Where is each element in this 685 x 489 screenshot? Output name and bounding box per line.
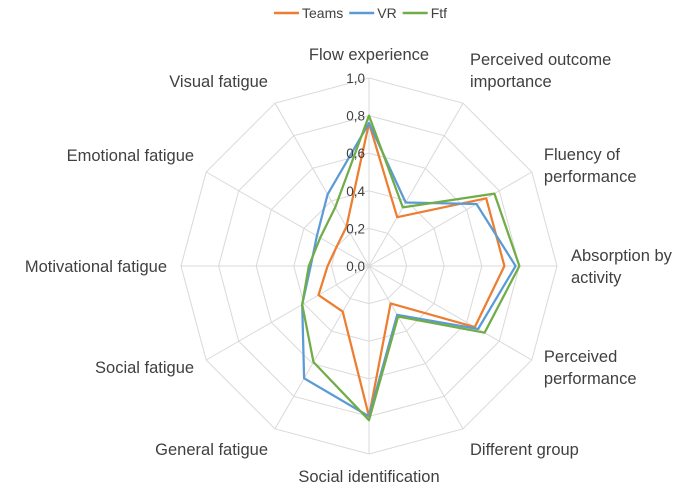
axis-labels: Flow experience Perceived outcome importan…	[25, 46, 673, 486]
axis-label: Flow experience	[309, 46, 429, 64]
tick-label: 0,8	[346, 109, 365, 124]
axis-label: General fatigue	[155, 441, 268, 459]
axis-label: Fluency of performance	[544, 146, 637, 186]
tick-label: 0,2	[346, 221, 365, 236]
axis-label: Different group	[470, 441, 579, 459]
axis-label: Social identification	[298, 468, 439, 486]
axis-label: Motivational fatigue	[25, 258, 167, 276]
axis-label: Perceived performance	[544, 348, 637, 388]
axis-label: Social fatigue	[95, 359, 194, 377]
grid-spoke	[368, 265, 533, 361]
axis-label: Emotional fatigue	[67, 147, 195, 165]
legend-label: Teams	[302, 5, 343, 21]
grid-spoke	[368, 102, 464, 267]
legend: Teams VR Ftf	[274, 5, 447, 21]
grid-spoke	[205, 171, 370, 267]
grid-spoke	[274, 265, 370, 430]
grid-spoke	[274, 102, 370, 267]
series-layer	[301, 114, 521, 422]
tick-label: 0,4	[346, 184, 365, 199]
series-line-ftf	[301, 114, 521, 422]
axis-label: Absorption by activity	[571, 247, 673, 287]
axis-label: Perceived outcome importance	[470, 51, 611, 91]
grid-spoke	[205, 265, 370, 361]
tick-label: 1,0	[346, 71, 365, 86]
series-line-vr	[301, 121, 517, 418]
radar-grid	[180, 77, 558, 455]
axis-label: Visual fatigue	[169, 73, 268, 91]
tick-label: 0,0	[346, 259, 365, 274]
legend-label: VR	[377, 5, 396, 21]
tick-labels: 0,0 0,2 0,4 0,6 0,8 1,0	[346, 71, 365, 274]
grid-spoke	[368, 171, 533, 267]
legend-label: Ftf	[431, 5, 447, 21]
grid-spoke	[368, 265, 464, 430]
tick-label: 0,6	[346, 146, 365, 161]
